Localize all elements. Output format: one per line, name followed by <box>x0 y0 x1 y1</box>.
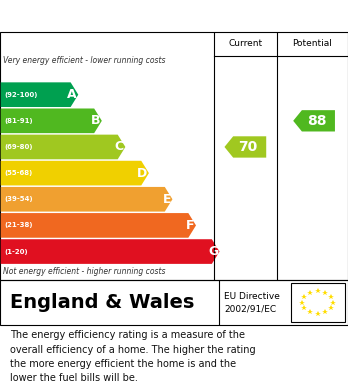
Text: (92-100): (92-100) <box>4 91 38 98</box>
Polygon shape <box>1 161 149 185</box>
Text: (21-38): (21-38) <box>4 222 33 228</box>
Text: Not energy efficient - higher running costs: Not energy efficient - higher running co… <box>3 267 166 276</box>
Text: England & Wales: England & Wales <box>10 293 195 312</box>
Text: (81-91): (81-91) <box>4 118 33 124</box>
Text: (69-80): (69-80) <box>4 144 33 150</box>
Text: G: G <box>208 245 218 258</box>
Text: E: E <box>163 193 171 206</box>
Text: EU Directive
2002/91/EC: EU Directive 2002/91/EC <box>224 292 280 313</box>
Polygon shape <box>1 135 125 159</box>
Text: (1-20): (1-20) <box>4 249 28 255</box>
Text: C: C <box>115 140 124 153</box>
Polygon shape <box>1 213 196 238</box>
Text: (55-68): (55-68) <box>4 170 32 176</box>
Polygon shape <box>1 239 220 264</box>
Polygon shape <box>1 108 102 133</box>
Text: B: B <box>91 114 101 127</box>
Polygon shape <box>293 110 335 131</box>
Text: F: F <box>186 219 195 232</box>
Polygon shape <box>224 136 266 158</box>
Text: A: A <box>67 88 77 101</box>
Text: 70: 70 <box>239 140 258 154</box>
Polygon shape <box>1 83 78 107</box>
Text: (39-54): (39-54) <box>4 196 33 202</box>
Text: 88: 88 <box>307 114 327 128</box>
Text: Very energy efficient - lower running costs: Very energy efficient - lower running co… <box>3 56 166 65</box>
Text: Current: Current <box>228 39 262 48</box>
Text: The energy efficiency rating is a measure of the
overall efficiency of a home. T: The energy efficiency rating is a measur… <box>10 330 256 384</box>
Text: Energy Efficiency Rating: Energy Efficiency Rating <box>10 9 220 23</box>
Text: Potential: Potential <box>292 39 332 48</box>
Text: D: D <box>137 167 148 179</box>
Polygon shape <box>1 187 173 212</box>
